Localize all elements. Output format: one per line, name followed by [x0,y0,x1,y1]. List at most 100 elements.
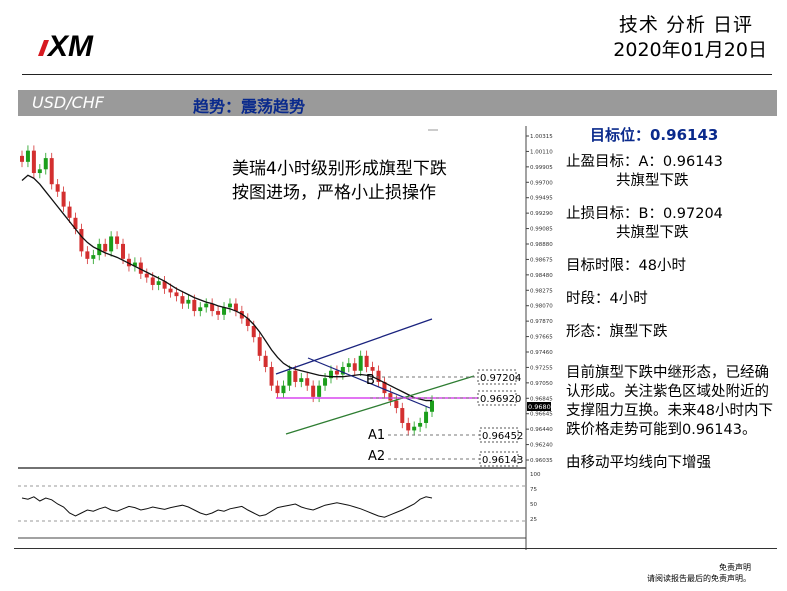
candle-body [388,393,393,401]
y-tick-label: 0.99700 [530,180,553,186]
candle-body [287,370,292,386]
candle-body [180,296,185,304]
candle-body [174,292,179,297]
candle-body [376,370,381,382]
point-label-a1: A1 [368,428,385,443]
level-label-96143: 0.96143 [482,455,523,466]
candle-body [115,236,120,244]
candle-body [334,370,339,375]
disclaimer-text: 请阅读报告最后的免责声明。 [647,574,751,583]
candle-body [204,303,209,308]
price-chart: 1.00315 1.00110 0.99905 0.99700 0.99495 0.992… [18,126,555,550]
y-tick-label: 1.00110 [530,149,553,155]
y-tick-label: 0.99495 [530,196,553,202]
osc-tick-label: 50 [530,502,537,508]
candle-body [79,228,84,252]
disclaimer-title: 免责声明 [719,563,751,572]
candle-body [162,281,167,289]
y-tick-label: 0.99290 [530,211,553,217]
candle-body [121,243,126,259]
chart-note-line1: 美瑞4小时级别形成旗型下跌 [232,159,447,179]
analysis-sidebar: 目标位：0.96143 止盈目标：A：0.96143 共旗型下跌 止损目标：B：… [566,126,778,487]
candle-body [25,150,30,162]
candle-body [91,255,96,259]
symbol-label: USD/CHF [32,93,104,112]
y-tick-label: 0.96440 [530,427,553,433]
current-price-label: 0.96806 [528,403,555,411]
candle-body [132,262,137,267]
candle-body [430,400,434,412]
y-tick-label: 0.99905 [530,165,553,171]
symbol-band: USD/CHF 趋势：震荡趋势 [18,90,777,116]
y-tick-label: 0.96645 [530,412,553,418]
candle-body [263,355,268,368]
candle-body [358,355,363,371]
candle-body [109,236,114,252]
y-tick-label: 0.98480 [530,273,553,279]
level-label-96920: 0.96920 [480,394,521,405]
moving-average-line [21,174,432,402]
candle-body [412,426,417,431]
footer-divider [14,548,777,549]
channel-upper-line [275,318,433,375]
candle-body [269,367,274,386]
trend-label: 趋势：震荡趋势 [193,97,306,116]
y-tick-label: 0.99085 [530,227,553,233]
pattern: 形态：旗型下跌 [566,324,668,340]
chart-note-line2: 按图进场，严格小止损操作 [232,183,436,203]
analysis-text: 目前旗型下跌中继形态，已经确认形成。关注紫色区域处附近的支撑阻力互换。未来48小… [566,365,773,438]
candle-body [37,169,42,174]
candle-body [418,422,423,427]
take-profit-note: 共旗型下跌 [616,173,689,189]
candle-body [400,408,405,423]
candle-body [317,385,322,397]
candle-body [156,281,161,285]
level-label-97204: 0.97204 [480,373,521,384]
y-tick-label: 0.96240 [530,443,553,449]
oscillator-line [21,496,433,518]
candle-body [352,363,357,371]
candle-body [281,385,286,394]
candle-body [61,191,66,207]
logo-text: XM [46,30,94,63]
candle-body [55,184,60,192]
candle-body [144,273,149,278]
take-profit-label: 止盈目标：A：0.96143 [566,154,723,170]
candle-body [305,378,310,386]
candle-body [340,367,345,375]
candle-body [216,311,221,315]
candle-body [222,307,227,315]
point-label-a2: A2 [368,449,385,464]
y-tick-label: 0.97050 [530,381,553,387]
candle-body [192,299,197,312]
candle-body [168,288,173,293]
stop-loss-note: 共旗型下跌 [616,225,689,241]
osc-tick-label: 75 [530,487,537,493]
target-price: 目标位：0.96143 [590,126,719,144]
candle-body [233,303,238,312]
y-tick-label: 0.97870 [530,319,553,325]
candle-body [138,262,143,274]
candle-body [210,303,215,312]
candle-body [275,385,280,394]
xm-logo: XM [38,30,94,63]
candle-body [186,299,191,304]
candle-body [251,325,256,338]
candle-body [103,243,108,252]
level-label-96452: 0.96452 [482,431,523,442]
disclaimer: 免责声明 请阅读报告最后的免责声明。 [647,562,751,584]
time-limit: 目标时限：48小时 [566,258,686,274]
header-divider [22,74,772,75]
candle-body [311,385,316,397]
channel-lower-line [285,375,475,435]
y-tick-label: 0.97255 [530,365,553,371]
y-tick-label: 1.00315 [530,134,553,140]
y-tick-label: 0.98675 [530,257,553,263]
candle-body [73,217,78,229]
candle-body [293,370,298,382]
candle-body [198,307,203,312]
candle-body [67,206,72,218]
candle-body [406,422,411,431]
candle-body [126,258,131,267]
osc-tick-label: 25 [530,517,537,523]
